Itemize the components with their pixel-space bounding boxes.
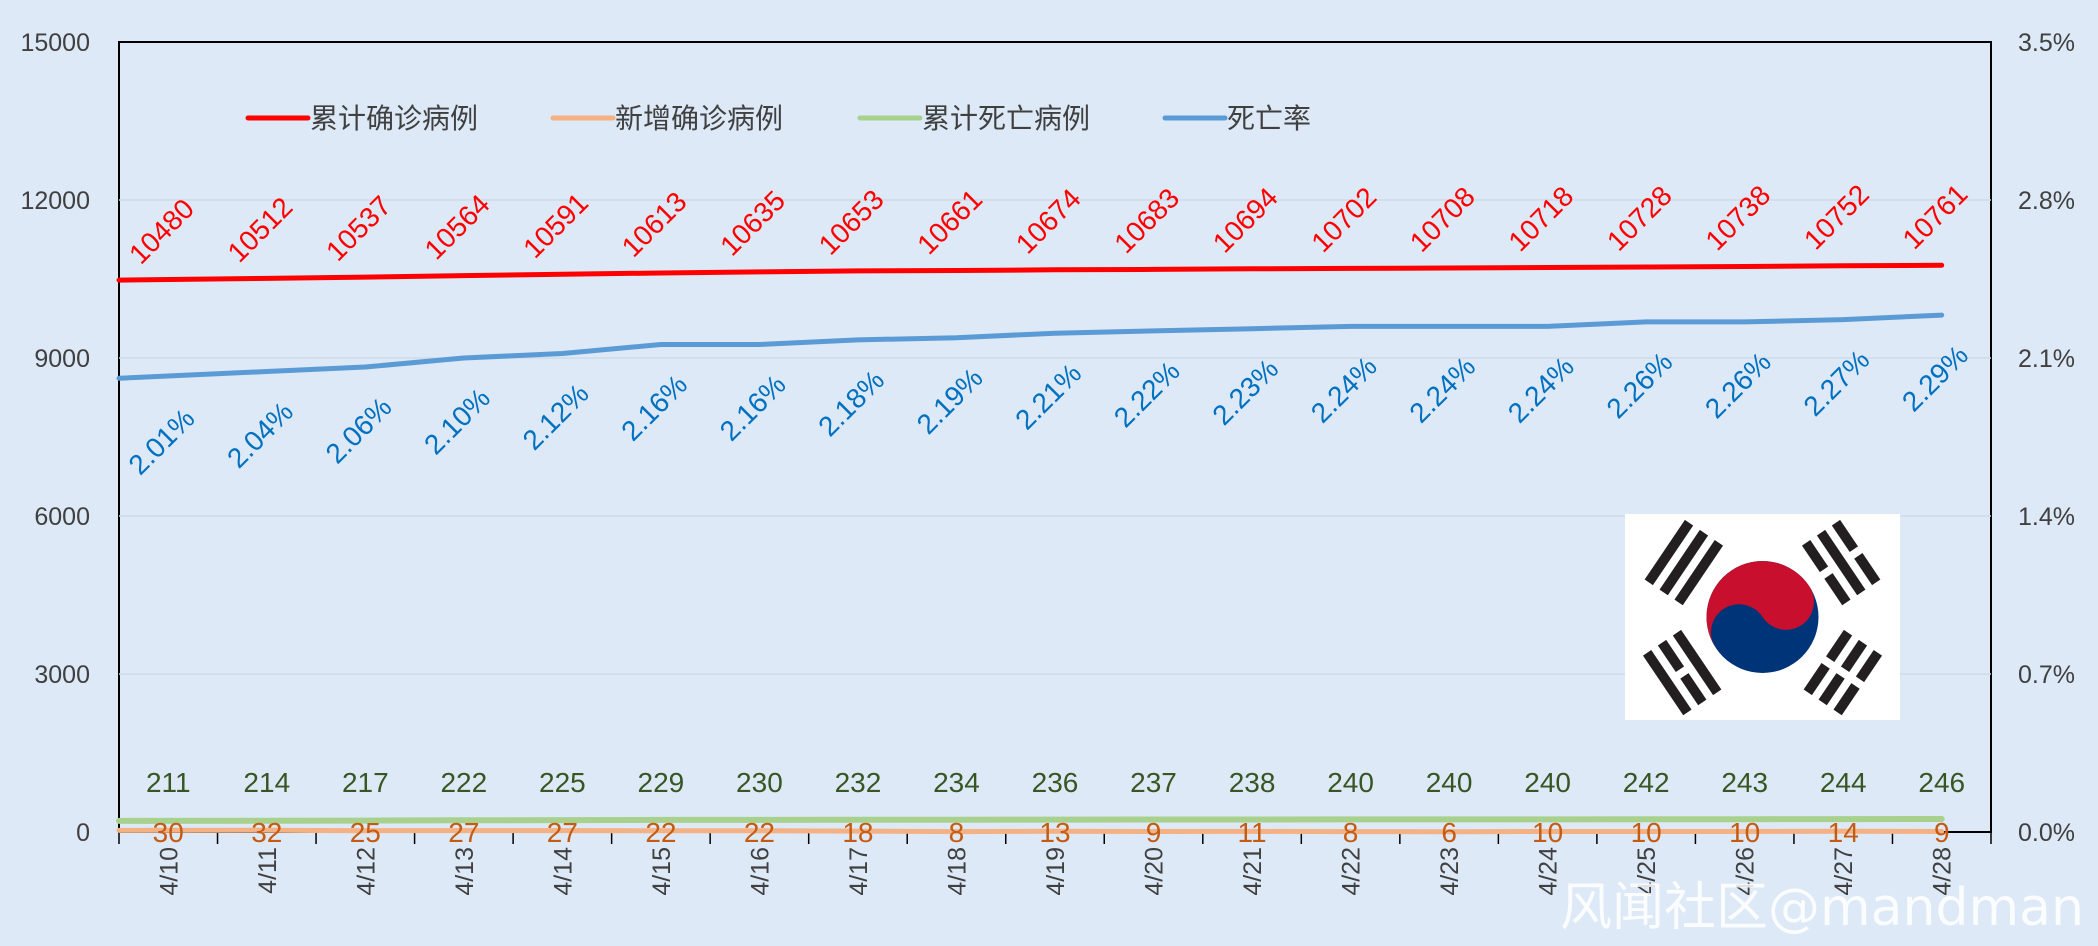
x-tick-label: 4/15 bbox=[648, 847, 676, 896]
legend-label-2: 累计死亡病例 bbox=[922, 103, 1090, 134]
deaths-data-label: 243 bbox=[1721, 767, 1768, 798]
x-tick-label: 4/22 bbox=[1338, 847, 1366, 896]
new-cases-data-label: 10 bbox=[1532, 817, 1563, 848]
new-cases-data-label: 25 bbox=[350, 817, 381, 848]
deaths-data-label: 244 bbox=[1820, 767, 1867, 798]
series-line-2 bbox=[119, 819, 1942, 821]
deaths-data-label: 240 bbox=[1426, 767, 1473, 798]
deaths-data-label: 237 bbox=[1130, 767, 1177, 798]
new-cases-data-label: 8 bbox=[949, 817, 965, 848]
deaths-data-label: 229 bbox=[638, 767, 685, 798]
legend-label-3: 死亡率 bbox=[1227, 103, 1311, 134]
new-cases-data-label: 10 bbox=[1729, 817, 1760, 848]
legend-label-1: 新增确诊病例 bbox=[615, 103, 783, 134]
new-cases-data-label: 11 bbox=[1238, 817, 1267, 848]
deaths-data-label: 222 bbox=[440, 767, 487, 798]
new-cases-data-label: 10 bbox=[1631, 817, 1662, 848]
new-cases-data-label: 30 bbox=[153, 817, 184, 848]
legend-label-0: 累计确诊病例 bbox=[310, 103, 478, 134]
new-cases-data-label: 14 bbox=[1828, 817, 1859, 848]
y-left-tick-label: 3000 bbox=[34, 661, 90, 689]
x-tick-label: 4/10 bbox=[155, 847, 183, 896]
new-cases-data-label: 9 bbox=[1146, 817, 1162, 848]
new-cases-data-label: 32 bbox=[251, 817, 282, 848]
x-tick-label: 4/12 bbox=[352, 847, 380, 896]
y-axis-right: 0.0% 0.7% 1.4% 2.1% 2.8% 3.5% bbox=[2018, 29, 2075, 847]
deaths-data-label: 230 bbox=[736, 767, 783, 798]
y-left-tick-label: 15000 bbox=[20, 29, 90, 57]
y-left-tick-label: 6000 bbox=[34, 503, 90, 531]
deaths-data-label: 238 bbox=[1229, 767, 1276, 798]
x-tick-label: 4/17 bbox=[845, 847, 873, 896]
deaths-data-label: 242 bbox=[1623, 767, 1670, 798]
new-cases-data-label: 27 bbox=[547, 817, 578, 848]
deaths-data-label: 236 bbox=[1032, 767, 1079, 798]
deaths-data-label: 217 bbox=[342, 767, 389, 798]
x-tick-label: 4/21 bbox=[1239, 847, 1267, 896]
series-line-1 bbox=[119, 830, 1942, 831]
y-axis-left: 0 3000 6000 9000 12000 15000 bbox=[20, 29, 90, 847]
x-tick-label: 4/19 bbox=[1042, 847, 1070, 896]
y-right-tick-label: 0.7% bbox=[2018, 661, 2075, 689]
new-cases-data-label: 6 bbox=[1441, 817, 1457, 848]
new-cases-data-label: 9 bbox=[1934, 817, 1950, 848]
x-tick-label: 4/14 bbox=[549, 847, 577, 896]
new-cases-data-label: 27 bbox=[448, 817, 479, 848]
deaths-data-label: 232 bbox=[835, 767, 882, 798]
new-cases-data-label: 18 bbox=[842, 817, 873, 848]
deaths-data-label: 246 bbox=[1918, 767, 1965, 798]
y-left-tick-label: 12000 bbox=[20, 187, 90, 215]
new-cases-data-label: 8 bbox=[1343, 817, 1359, 848]
x-tick-label: 4/13 bbox=[451, 847, 479, 896]
new-cases-data-label: 13 bbox=[1039, 817, 1070, 848]
x-tick-label: 4/11 bbox=[254, 847, 282, 894]
deaths-data-label: 211 bbox=[146, 767, 191, 798]
y-right-tick-label: 0.0% bbox=[2018, 819, 2075, 847]
y-left-tick-label: 0 bbox=[76, 819, 90, 847]
new-cases-data-label: 22 bbox=[645, 817, 676, 848]
x-tick-label: 4/20 bbox=[1141, 847, 1169, 896]
deaths-data-label: 225 bbox=[539, 767, 586, 798]
x-tick-label: 4/16 bbox=[746, 847, 774, 896]
y-right-tick-label: 1.4% bbox=[2018, 503, 2075, 531]
x-tick-label: 4/24 bbox=[1535, 847, 1563, 896]
y-right-tick-label: 3.5% bbox=[2018, 29, 2075, 57]
y-right-tick-label: 2.8% bbox=[2018, 187, 2075, 215]
deaths-data-label: 214 bbox=[243, 767, 290, 798]
x-tick-label: 4/18 bbox=[943, 847, 971, 896]
y-left-tick-label: 9000 bbox=[34, 345, 90, 373]
deaths-data-label: 240 bbox=[1327, 767, 1374, 798]
watermark: 风闻社区@mandman bbox=[1560, 865, 2084, 940]
deaths-data-label: 234 bbox=[933, 767, 980, 798]
deaths-data-label: 240 bbox=[1524, 767, 1571, 798]
new-cases-data-label: 22 bbox=[744, 817, 775, 848]
y-right-tick-label: 2.1% bbox=[2018, 345, 2075, 373]
x-tick-label: 4/23 bbox=[1436, 847, 1464, 896]
south-korea-flag-icon bbox=[1625, 514, 1900, 720]
